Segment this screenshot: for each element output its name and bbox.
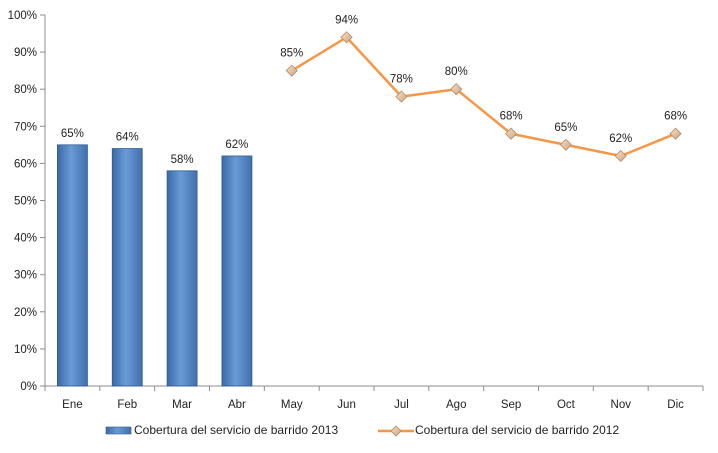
- legend-swatch-bar: [105, 426, 132, 435]
- line-data-label: 62%: [609, 133, 632, 145]
- line-data-label: 65%: [554, 122, 577, 134]
- line-marker: [285, 64, 298, 77]
- line-marker: [614, 149, 627, 163]
- bar-data-label: 65%: [61, 128, 84, 140]
- line-data-label: 68%: [664, 111, 687, 123]
- x-tick-label: Mar: [172, 399, 192, 411]
- y-tick-label: 40%: [14, 233, 37, 245]
- x-tick-label: Ago: [446, 399, 466, 411]
- axes: 0% 10% 20% 30% 40% 50% 60% 70% 80% 90% 100% Ene Feb M…: [8, 10, 704, 411]
- line-data-label: 78%: [390, 74, 413, 86]
- y-tick-label: 50%: [14, 196, 37, 208]
- y-tick-label: 10%: [14, 344, 37, 356]
- line-series: [285, 31, 682, 163]
- line-marker: [395, 90, 408, 103]
- x-tick-label: Oct: [557, 399, 576, 411]
- x-tick-label: May: [281, 399, 303, 411]
- y-tick-label: 100%: [8, 10, 37, 22]
- line-data-label: 80%: [445, 66, 468, 78]
- bar: [57, 144, 88, 387]
- y-tick-label: 80%: [14, 84, 37, 96]
- legend-label-2012: Cobertura del servicio de barrido 2012: [415, 423, 619, 437]
- y-tick-label: 20%: [14, 307, 37, 319]
- x-tick-label: Ene: [62, 399, 82, 411]
- legend: Cobertura del servicio de barrido 2013 Co…: [105, 423, 619, 437]
- line-marker: [505, 127, 518, 140]
- bar: [166, 170, 198, 387]
- line-marker: [669, 127, 682, 140]
- line-marker: [340, 31, 353, 44]
- line-marker: [450, 83, 463, 96]
- legend-swatch-marker: [390, 425, 402, 437]
- x-tick-label: Nov: [611, 399, 632, 411]
- x-tick-label: Abr: [228, 399, 246, 411]
- y-tick-label: 30%: [14, 270, 37, 282]
- bar-series: [57, 144, 253, 387]
- x-tick-label: Sep: [501, 399, 521, 411]
- bar-data-label: 58%: [171, 154, 194, 166]
- y-tick-label: 90%: [14, 47, 37, 59]
- y-tick-label: 0%: [20, 381, 37, 393]
- y-tick-label: 70%: [14, 121, 37, 133]
- y-tick-label: 60%: [14, 158, 37, 170]
- line-data-label: 85%: [280, 48, 303, 60]
- line-marker: [559, 138, 572, 151]
- bar-data-label: 62%: [225, 139, 248, 151]
- x-tick-label: Dic: [667, 399, 684, 411]
- bar-data-label: 64%: [116, 132, 139, 144]
- line-path: [291, 36, 677, 158]
- legend-label-2013: Cobertura del servicio de barrido 2013: [134, 423, 338, 437]
- x-tick-label: Jul: [394, 399, 409, 411]
- x-tick-label: Feb: [117, 399, 137, 411]
- line-data-label: 68%: [500, 111, 523, 123]
- bar: [111, 148, 143, 387]
- data-labels: 65% 64% 58% 62% 85% 94% 78% 80% 68% 65% 62% 68%: [61, 14, 687, 166]
- line-data-label: 94%: [335, 14, 358, 26]
- x-tick-label: Jun: [337, 399, 356, 411]
- bar: [221, 155, 253, 387]
